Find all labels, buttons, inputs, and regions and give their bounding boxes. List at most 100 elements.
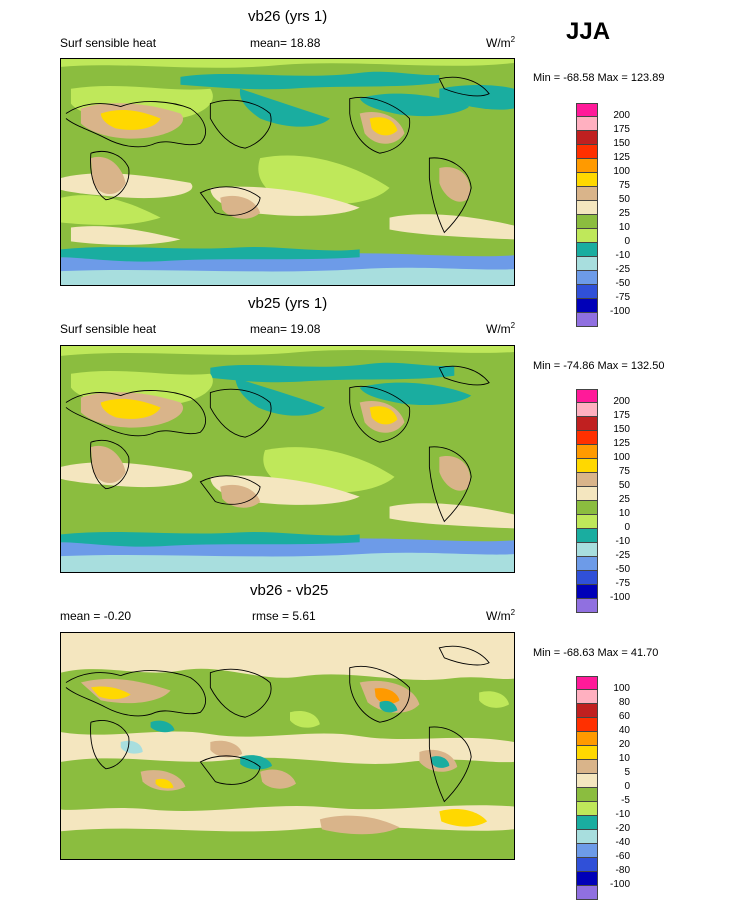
colorbar-label: -50 [615, 278, 630, 289]
colorbar-swatch [576, 313, 598, 327]
panel1-colorbar: 200 175 150 125 100 75 50 25 10 0 -10 -2… [576, 103, 630, 327]
colorbar-label: -10 [615, 536, 630, 547]
colorbar-swatch [576, 732, 598, 746]
panel1-units: W/m2 [486, 35, 515, 50]
colorbar-label: -50 [615, 564, 630, 575]
panel3-map-svg [61, 633, 514, 859]
colorbar-swatch [576, 599, 598, 613]
colorbar-swatch [576, 718, 598, 732]
panel3-units-sup: 2 [510, 608, 516, 617]
colorbar-label: 20 [618, 739, 630, 750]
colorbar-label: -5 [621, 795, 630, 806]
panel1-variable-label: Surf sensible heat [60, 36, 157, 50]
panel3-mean: mean = -0.20 [60, 609, 132, 623]
panel2-units-text: W/m [486, 322, 511, 336]
colorbar-label: 75 [618, 466, 630, 477]
panel1-units-sup: 2 [510, 35, 516, 44]
colorbar-label: 50 [618, 480, 630, 491]
panel2-mean-label: mean= [250, 322, 288, 336]
colorbar-label: 10 [618, 508, 630, 519]
colorbar-swatch [576, 515, 598, 529]
colorbar-label: -10 [615, 250, 630, 261]
colorbar-swatch [576, 403, 598, 417]
panel3-map [60, 632, 515, 860]
panel3-units: W/m2 [486, 608, 515, 623]
colorbar-label: 100 [613, 683, 630, 694]
colorbar-swatch [576, 802, 598, 816]
colorbar-label: 175 [613, 410, 630, 421]
panel1-title: vb26 (yrs 1) [248, 8, 328, 25]
colorbar-swatch [576, 187, 598, 201]
panel2-units-sup: 2 [510, 321, 516, 330]
colorbar-swatch [576, 257, 598, 271]
colorbar-swatch [576, 676, 598, 690]
season-label: JJA [566, 18, 611, 45]
colorbar-label: -100 [609, 879, 630, 890]
colorbar-label: 100 [613, 452, 630, 463]
colorbar-swatch [576, 445, 598, 459]
colorbar-swatch [576, 501, 598, 515]
colorbar-label: 10 [618, 222, 630, 233]
panel3-minmax: Min = -68.63 Max = 41.70 [533, 647, 659, 659]
colorbar-label: 150 [613, 138, 630, 149]
colorbar-swatch [576, 271, 598, 285]
colorbar-swatch [576, 459, 598, 473]
panel2-mean-value: 19.08 [290, 322, 321, 336]
colorbar-swatch [576, 117, 598, 131]
colorbar-swatch [576, 159, 598, 173]
colorbar-label: 5 [624, 767, 630, 778]
colorbar-swatch [576, 173, 598, 187]
colorbar-label: -20 [615, 823, 630, 834]
panel3-rmse: rmse = 5.61 [252, 609, 316, 623]
colorbar-swatch [576, 571, 598, 585]
colorbar-label: -100 [609, 306, 630, 317]
colorbar-label: 25 [618, 494, 630, 505]
colorbar-swatch [576, 816, 598, 830]
panel1-map-svg [61, 59, 514, 285]
panel1-mean-value: 18.88 [290, 36, 321, 50]
panel2-minmax: Min = -74.86 Max = 132.50 [533, 360, 665, 372]
colorbar-swatch [576, 543, 598, 557]
panel1-mean-label: mean= [250, 36, 288, 50]
panel2-map-svg [61, 346, 514, 572]
panel1-units-text: W/m [486, 36, 511, 50]
colorbar-label: -75 [615, 292, 630, 303]
colorbar-swatch [576, 215, 598, 229]
colorbar-swatch [576, 557, 598, 571]
colorbar-label: -60 [615, 851, 630, 862]
colorbar-swatch [576, 285, 598, 299]
colorbar-swatch [576, 760, 598, 774]
colorbar-swatch [576, 746, 598, 760]
colorbar-label: 125 [613, 152, 630, 163]
colorbar-label: 125 [613, 438, 630, 449]
colorbar-label: -75 [615, 578, 630, 589]
panel2-variable-label: Surf sensible heat [60, 322, 157, 336]
colorbar-label: -25 [615, 550, 630, 561]
colorbar-swatch [576, 201, 598, 215]
colorbar-swatch [576, 788, 598, 802]
panel3-rmse-label: rmse = [252, 609, 290, 623]
panel1-mean: mean= 18.88 [250, 36, 320, 50]
colorbar-swatch [576, 145, 598, 159]
colorbar-swatch [576, 690, 598, 704]
colorbar-swatch [576, 844, 598, 858]
colorbar-swatch [576, 529, 598, 543]
panel2-colorbar: 200 175 150 125 100 75 50 25 10 0 -10 -2… [576, 389, 630, 613]
panel2-title: vb25 (yrs 1) [248, 295, 328, 312]
colorbar-swatch [576, 131, 598, 145]
colorbar-swatch [576, 103, 598, 117]
colorbar-swatch [576, 585, 598, 599]
panel2-units: W/m2 [486, 321, 515, 336]
colorbar-label: 200 [613, 110, 630, 121]
colorbar-swatch [576, 243, 598, 257]
panel3-title: vb26 - vb25 [250, 582, 329, 599]
colorbar-label: 150 [613, 424, 630, 435]
panel2-map [60, 345, 515, 573]
colorbar-label: 0 [624, 522, 630, 533]
colorbar-swatch [576, 473, 598, 487]
colorbar-swatch [576, 431, 598, 445]
colorbar-label: 40 [618, 725, 630, 736]
colorbar-swatch [576, 417, 598, 431]
colorbar-swatch [576, 704, 598, 718]
panel2-mean: mean= 19.08 [250, 322, 320, 336]
